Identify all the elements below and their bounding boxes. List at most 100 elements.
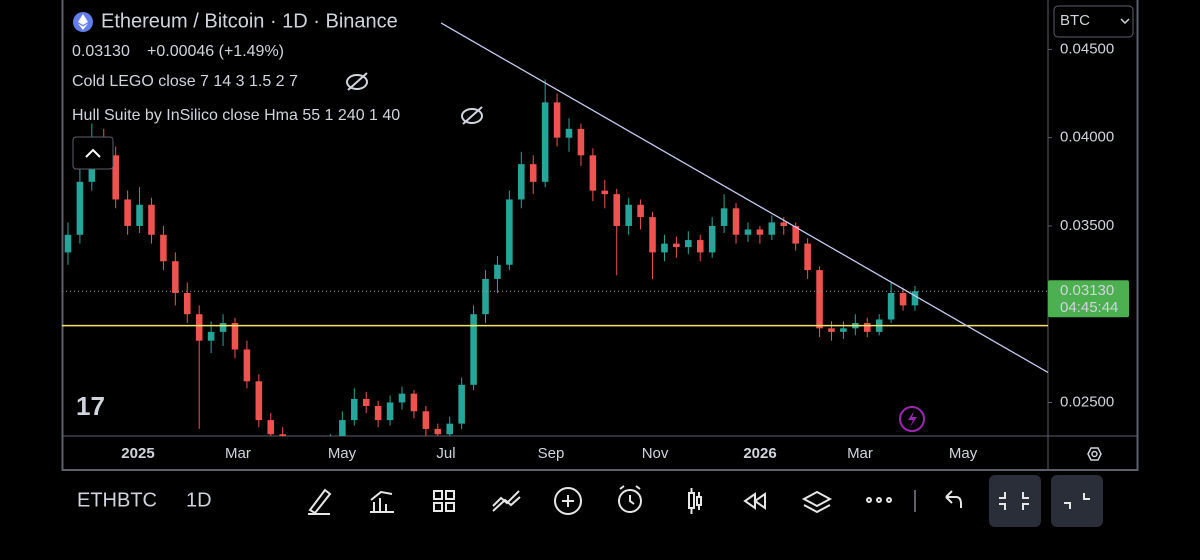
candle-body bbox=[434, 428, 442, 435]
currency-dropdown[interactable] bbox=[1053, 5, 1134, 38]
collapse-button[interactable] bbox=[72, 136, 114, 170]
x-tick-label: Mar bbox=[847, 445, 873, 462]
candle-body bbox=[553, 102, 561, 138]
candle-body bbox=[160, 234, 167, 262]
candle-body bbox=[339, 420, 346, 436]
candle-body bbox=[386, 402, 394, 421]
chart-type-tool[interactable] bbox=[688, 488, 702, 514]
candle-body bbox=[76, 181, 84, 235]
candle-body bbox=[267, 420, 275, 435]
y-tick-label: 0.02500 bbox=[1060, 393, 1114, 410]
toolbar bbox=[308, 485, 962, 515]
candle-body bbox=[899, 293, 907, 306]
candle-body bbox=[720, 208, 728, 226]
layers-tool[interactable] bbox=[801, 490, 833, 514]
candle-body bbox=[207, 331, 215, 341]
candle-body bbox=[637, 204, 644, 218]
candle-body bbox=[887, 293, 895, 320]
y-tick-label: 0.03500 bbox=[1060, 217, 1114, 234]
more-tool[interactable] bbox=[866, 497, 893, 503]
candle-body bbox=[780, 222, 788, 226]
candle-body bbox=[613, 194, 621, 226]
tv-logo: 17 bbox=[76, 391, 105, 421]
add-tool[interactable] bbox=[554, 487, 583, 515]
candle-body bbox=[661, 243, 668, 253]
candle-body bbox=[708, 225, 716, 253]
candle-body bbox=[494, 264, 501, 279]
hide-toggle[interactable] bbox=[346, 72, 368, 91]
interval[interactable]: 1D bbox=[186, 489, 212, 511]
price-tag bbox=[1048, 280, 1129, 318]
compare-tool[interactable] bbox=[492, 490, 521, 512]
trendline bbox=[440, 22, 1048, 374]
countdown: 04:45:44 bbox=[1060, 299, 1118, 316]
x-tick-label: May bbox=[949, 445, 978, 462]
candle-body bbox=[804, 243, 811, 271]
fit-button[interactable] bbox=[989, 475, 1041, 527]
y-tick-label: 0.04500 bbox=[1060, 40, 1114, 57]
hide-toggle[interactable] bbox=[461, 106, 483, 125]
candle-body bbox=[577, 128, 585, 156]
undo-tool[interactable] bbox=[945, 490, 962, 508]
candle-body bbox=[351, 398, 358, 421]
candle-body bbox=[183, 293, 191, 315]
candle-body bbox=[482, 278, 489, 315]
price-tag-label: 0.03130 bbox=[1060, 282, 1114, 299]
y-tick-label: 0.04000 bbox=[1060, 129, 1114, 146]
candle-body bbox=[243, 349, 251, 382]
indicators-tool[interactable] bbox=[370, 490, 394, 513]
candle-body bbox=[601, 190, 609, 195]
fullscreen-button[interactable] bbox=[1051, 475, 1103, 527]
candle-body bbox=[792, 225, 799, 244]
candle-body bbox=[446, 423, 453, 435]
settings-icon[interactable] bbox=[1087, 447, 1102, 461]
alert-icon bbox=[899, 406, 925, 432]
candle-body bbox=[911, 291, 919, 306]
candle-body bbox=[506, 199, 513, 265]
alert-tool[interactable] bbox=[618, 485, 643, 513]
candle-body bbox=[112, 155, 119, 200]
candle-body bbox=[422, 411, 430, 429]
candle-body bbox=[589, 155, 597, 191]
alert-glyph bbox=[908, 411, 917, 427]
candle-body bbox=[172, 261, 179, 294]
layout-tool[interactable] bbox=[433, 490, 455, 512]
candle-body bbox=[768, 222, 776, 235]
candle-body bbox=[136, 204, 143, 226]
candle-body bbox=[518, 164, 525, 200]
candle-body bbox=[231, 323, 239, 350]
candle-body bbox=[124, 199, 131, 226]
candle-body bbox=[255, 381, 263, 421]
candle-body bbox=[410, 393, 418, 412]
symbol[interactable]: ETHBTC bbox=[77, 489, 157, 511]
candle-body bbox=[696, 240, 704, 253]
candle-body bbox=[529, 164, 537, 182]
candle-body bbox=[362, 398, 370, 406]
x-tick-label: Sep bbox=[538, 445, 565, 462]
candle-body bbox=[374, 405, 382, 421]
candle-body bbox=[195, 314, 203, 341]
indicator-label: Cold LEGO close 7 14 3 1.5 2 7 bbox=[72, 73, 298, 90]
replay-tool[interactable] bbox=[743, 492, 766, 510]
draw-tool[interactable] bbox=[308, 488, 332, 515]
candle-body bbox=[649, 217, 656, 253]
last-price: 0.03130 bbox=[72, 43, 130, 60]
candle-body bbox=[816, 270, 823, 329]
indicator-label: Hull Suite by InSilico close Hma 55 1 24… bbox=[72, 107, 400, 124]
candle-body bbox=[863, 323, 871, 332]
x-tick-label: Mar bbox=[225, 445, 251, 462]
candle-body bbox=[685, 240, 692, 248]
candle-body bbox=[148, 204, 155, 235]
x-tick-label: May bbox=[328, 445, 357, 462]
candle-body bbox=[673, 243, 680, 248]
candle-body bbox=[744, 229, 752, 235]
x-tick-label: 2025 bbox=[121, 445, 154, 462]
x-tick-label: Jul bbox=[436, 445, 455, 462]
candle-body bbox=[541, 102, 549, 182]
candle-body bbox=[625, 204, 632, 226]
candle-body bbox=[732, 208, 740, 235]
